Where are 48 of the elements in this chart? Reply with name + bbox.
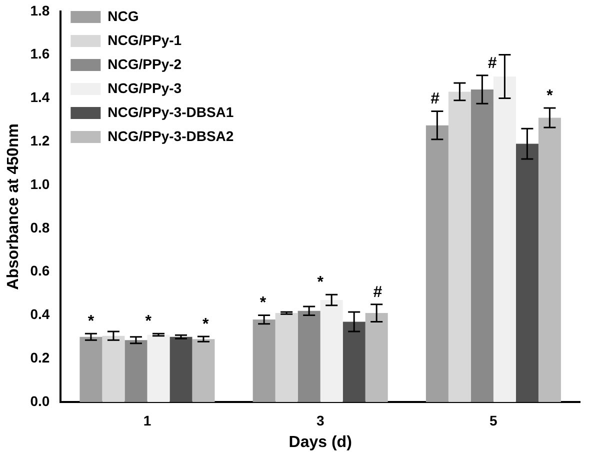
y-tick-label: 0.2 — [30, 349, 50, 366]
bar — [102, 336, 125, 402]
bar — [298, 310, 320, 402]
y-tick-label: 1.4 — [30, 89, 50, 106]
y-tick-label: 0.0 — [30, 392, 50, 409]
legend-label: NCG/PPy-3-DBSA2 — [108, 128, 234, 144]
y-tick-label: 0.4 — [30, 306, 50, 322]
legend-label: NCG/PPy-1 — [108, 32, 182, 48]
bar — [124, 340, 148, 402]
y-tick-label: 1.0 — [30, 176, 50, 192]
bar — [516, 144, 538, 402]
annotation: * — [202, 316, 210, 333]
x-tick-label: 1 — [143, 412, 152, 428]
annotation: # — [430, 90, 440, 108]
y-tick-label: 1.8 — [30, 2, 50, 18]
bar — [470, 90, 494, 402]
bar — [192, 339, 215, 402]
bar — [342, 322, 366, 402]
annotation: * — [546, 87, 554, 104]
annotation: * — [88, 313, 95, 330]
annotation: # — [488, 54, 497, 72]
bar — [170, 336, 192, 402]
x-tick-label: 3 — [316, 412, 324, 428]
annotation: * — [260, 294, 267, 312]
annotation: * — [145, 313, 152, 330]
bar — [365, 313, 388, 402]
y-axis-title: Absorbance at 450nm — [5, 124, 22, 290]
x-axis-title: Days (d) — [288, 434, 352, 451]
bar — [538, 118, 561, 402]
legend-label: NCG/PPy-3 — [108, 80, 182, 96]
y-tick-label: 0.8 — [30, 219, 50, 236]
y-tick-label: 0.6 — [30, 262, 50, 279]
bar — [252, 320, 276, 402]
bar — [147, 334, 170, 402]
x-tick-label: 5 — [490, 412, 498, 428]
legend-label: NCG/PPy-2 — [108, 56, 182, 72]
bar — [426, 125, 448, 402]
legend-label: NCG/PPy-3-DBSA1 — [108, 104, 234, 120]
y-tick-label: 1.6 — [30, 46, 50, 62]
bar — [275, 313, 298, 402]
bar — [493, 76, 516, 402]
bar — [448, 92, 471, 402]
annotation: # — [373, 284, 382, 301]
bar — [80, 336, 102, 402]
y-tick-label: 1.2 — [30, 132, 50, 148]
bar — [320, 300, 343, 402]
annotation: * — [317, 274, 324, 291]
legend-label: NCG — [108, 8, 139, 24]
